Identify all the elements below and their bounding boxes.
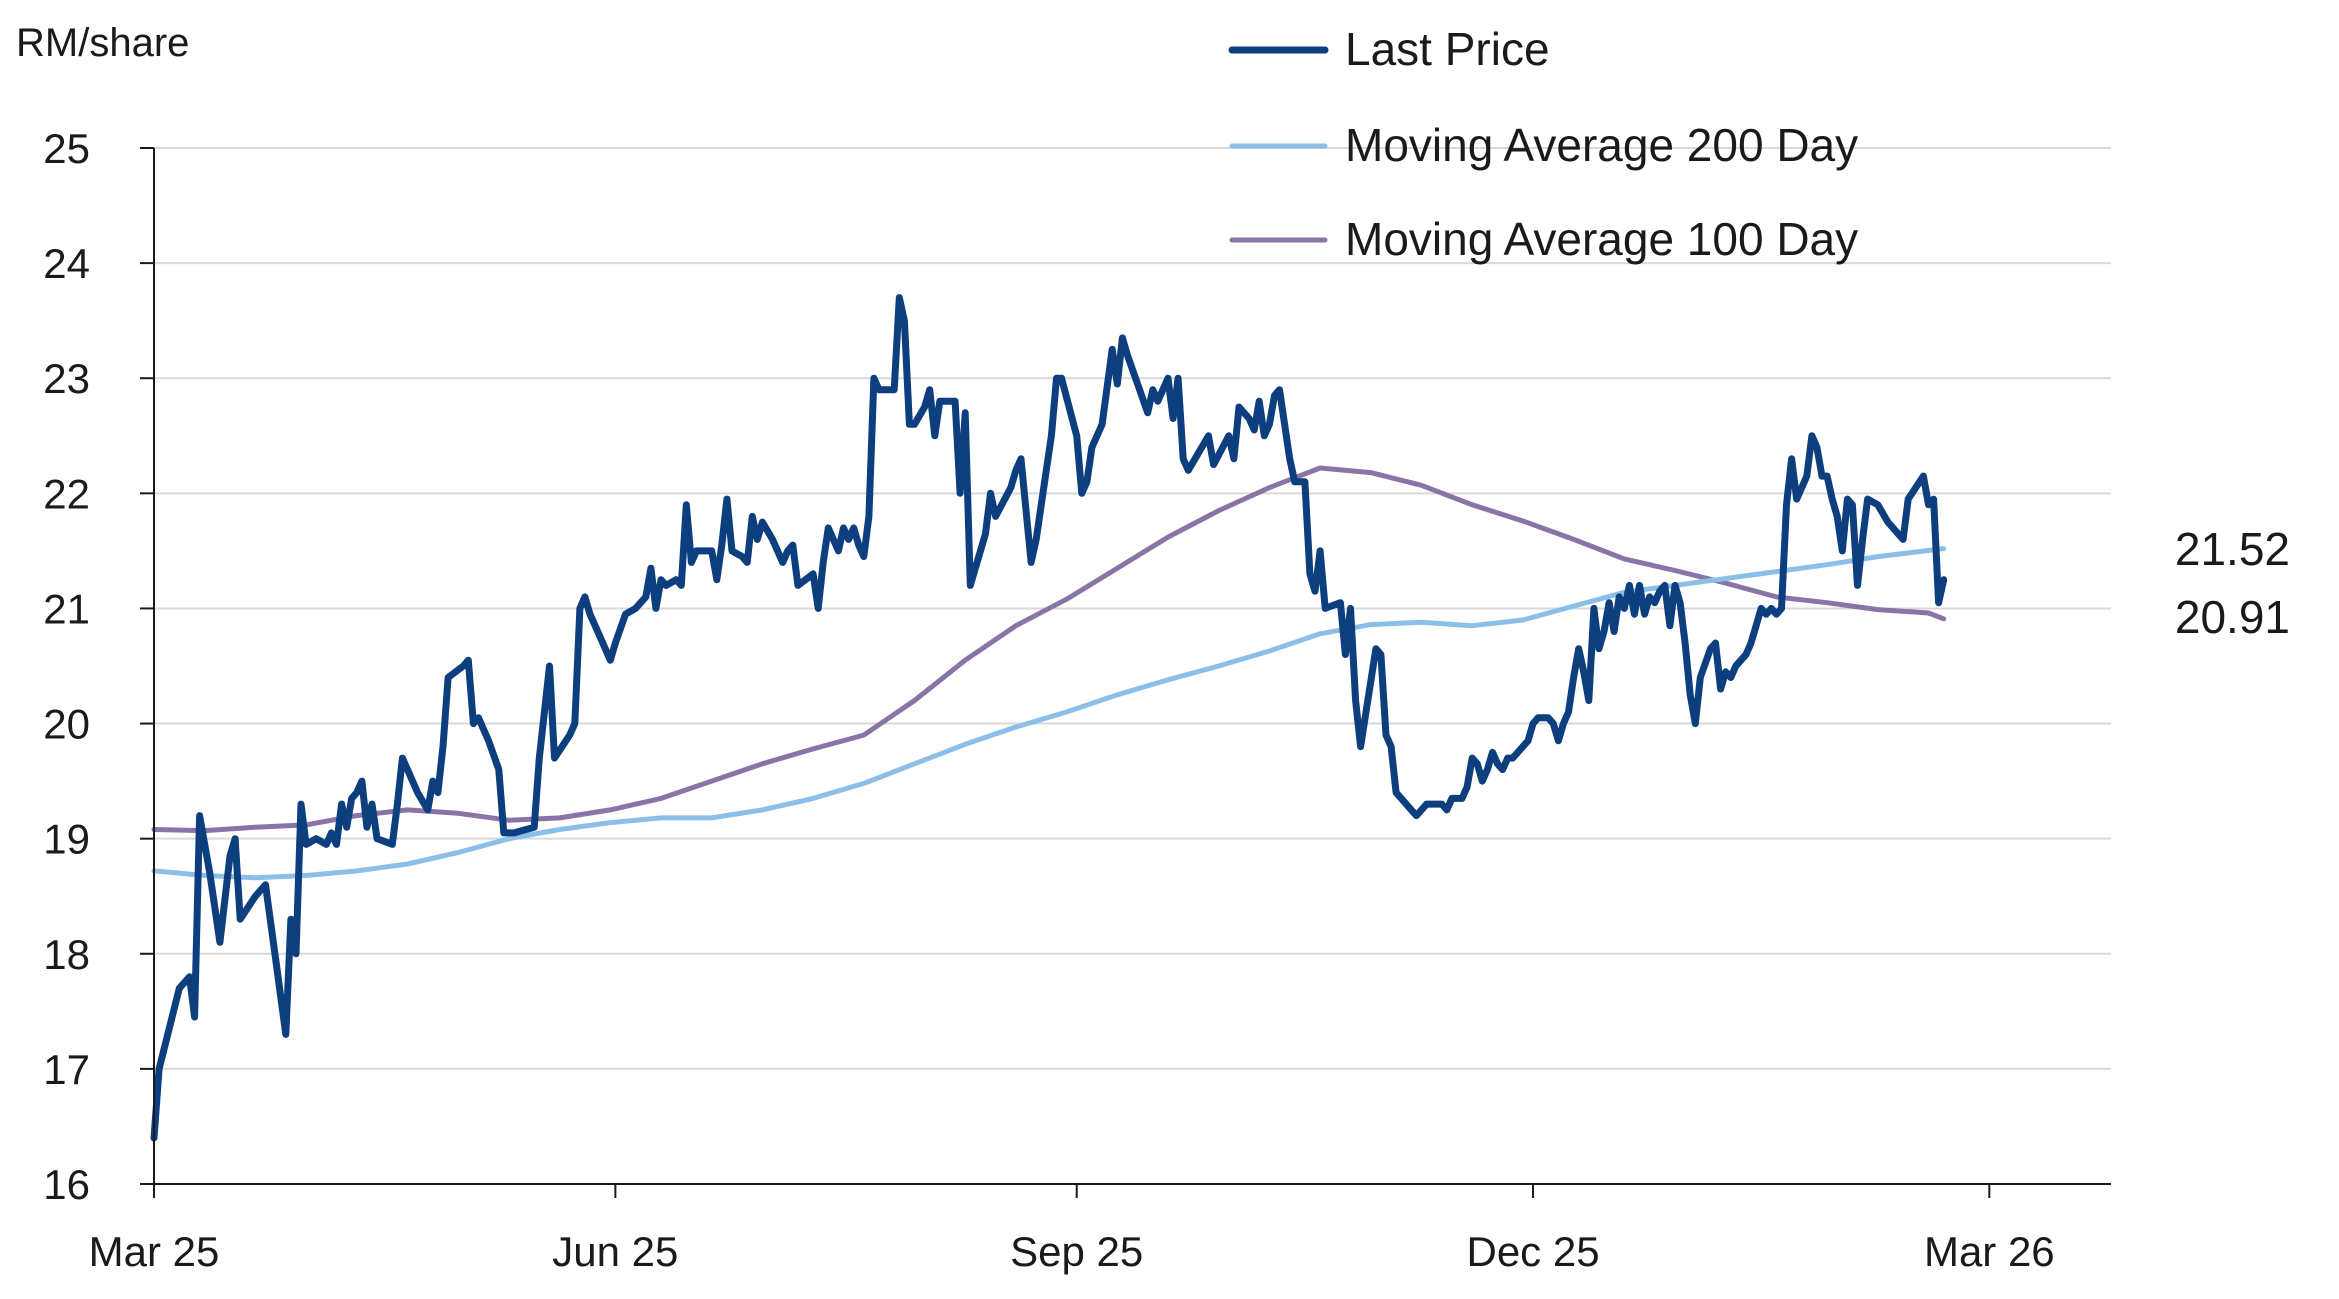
- legend-label: Moving Average 200 Day: [1345, 119, 1858, 171]
- series-line-moving-average-100-day: [151, 465, 1947, 834]
- x-tick-label: Mar 25: [89, 1228, 220, 1275]
- x-tick-label: Sep 25: [1010, 1228, 1143, 1275]
- y-tick-label: 19: [43, 816, 90, 863]
- x-tick-label: Mar 26: [1924, 1228, 2055, 1275]
- grid-lines: [154, 147, 2111, 1070]
- end-value-label: 21.52: [2175, 523, 2290, 575]
- x-tick-label: Dec 25: [1466, 1228, 1599, 1275]
- x-tick-labels: Mar 25 Jun 25 Sep 25 Dec 25 Mar 26: [89, 1228, 2055, 1275]
- end-labels: 21.52 20.91: [2175, 523, 2290, 643]
- x-tick-label: Jun 25: [552, 1228, 678, 1275]
- y-tick-label: 22: [43, 470, 90, 517]
- y-tick-label: 24: [43, 240, 90, 287]
- y-tick-label: 16: [43, 1161, 90, 1208]
- axes: [140, 147, 2111, 1198]
- y-tick-label: 21: [43, 585, 90, 632]
- y-axis-label: RM/share: [16, 21, 189, 65]
- y-tick-label: 23: [43, 355, 90, 402]
- series-layer: [150, 294, 1948, 1142]
- series-line-last-price: [150, 294, 1948, 1142]
- y-tick-label: 20: [43, 701, 90, 748]
- y-tick-labels: 16 17 18 19 20 21 22 23 24 25: [43, 125, 90, 1208]
- y-tick-label: 17: [43, 1046, 90, 1093]
- legend-label: Moving Average 100 Day: [1345, 213, 1858, 265]
- legend-label: Last Price: [1345, 23, 1550, 75]
- end-value-label: 20.91: [2175, 591, 2290, 643]
- legend: Last Price Moving Average 200 Day Moving A…: [1228, 23, 1858, 265]
- y-tick-label: 25: [43, 125, 90, 172]
- y-tick-label: 18: [43, 931, 90, 978]
